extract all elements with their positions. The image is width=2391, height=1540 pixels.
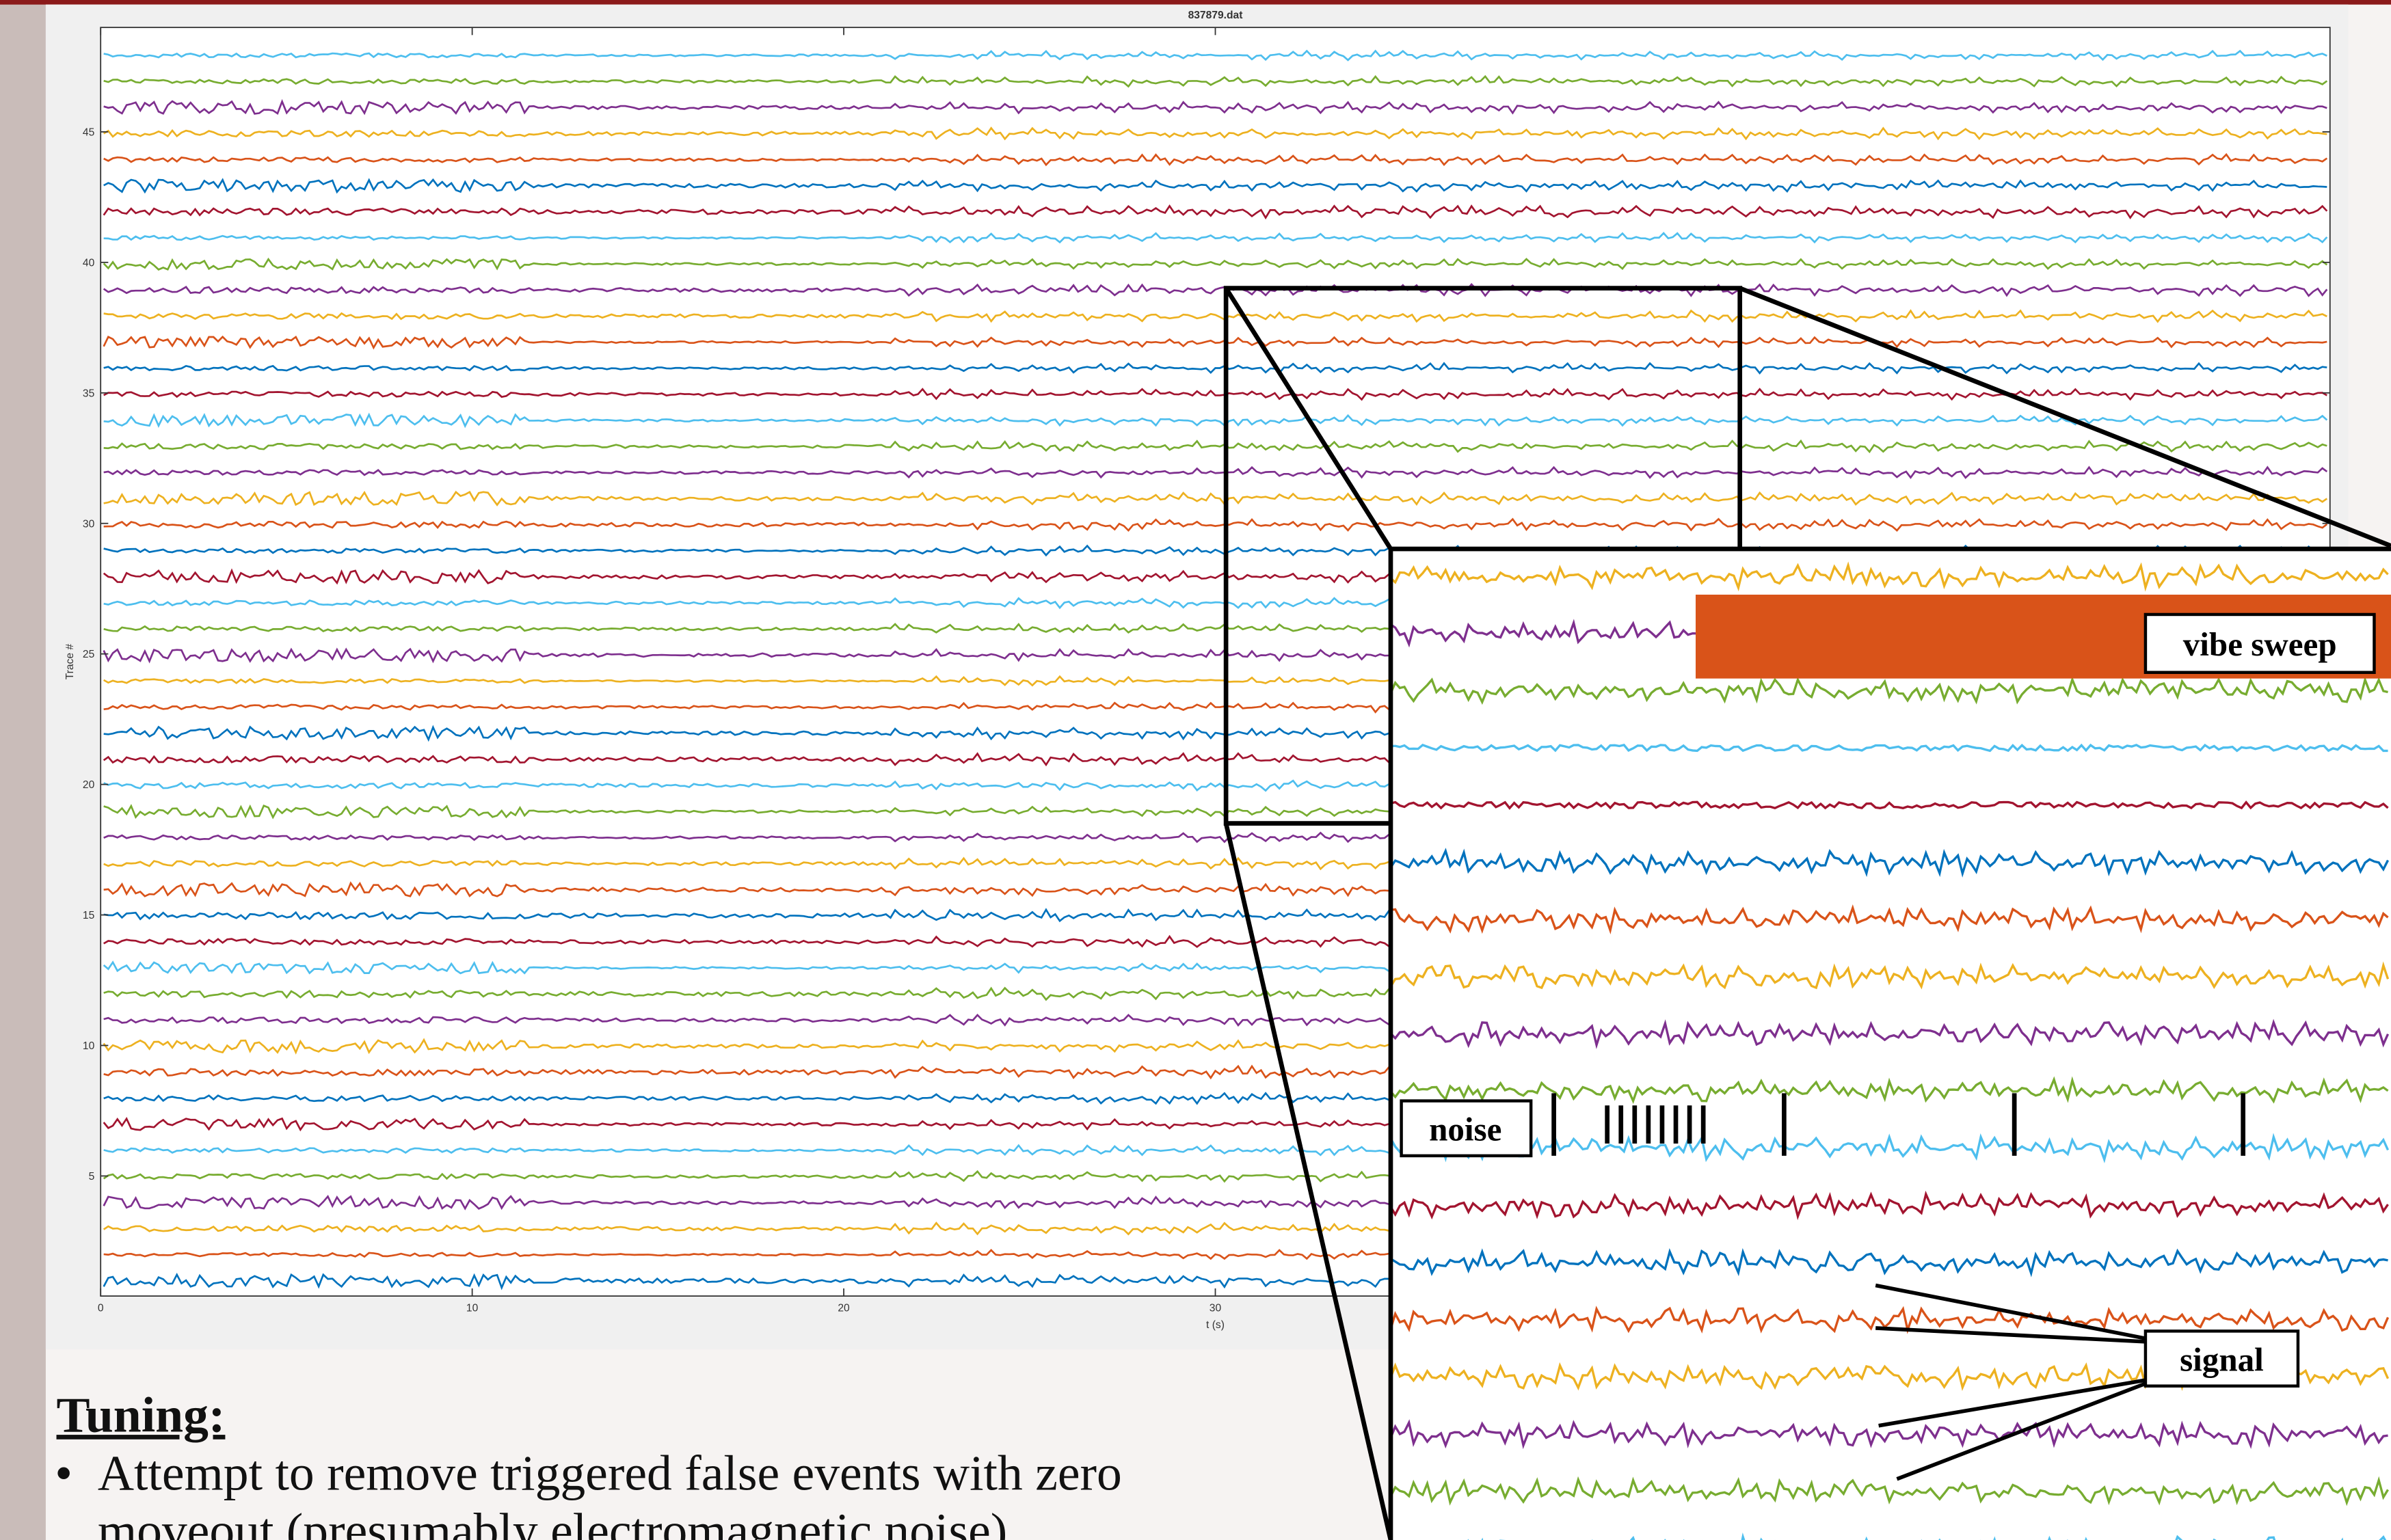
callout-signal: signal <box>2180 1340 2264 1378</box>
figure-title: 837879.dat <box>1188 10 1243 21</box>
text-block: Tuning: • Attempt to remove triggered fa… <box>46 1388 1388 1540</box>
y-tick-label: 35 <box>83 388 95 399</box>
callout-noise: noise <box>1429 1111 1501 1148</box>
inset-background <box>1391 549 2391 1540</box>
y-tick-label: 45 <box>83 126 95 138</box>
y-axis-label: Trace # <box>64 644 76 680</box>
x-tick-label: 10 <box>466 1302 479 1314</box>
side-strip <box>0 0 46 1540</box>
y-tick-label: 30 <box>83 518 95 530</box>
heading: Tuning: <box>57 1388 1388 1446</box>
y-tick-label: 40 <box>83 257 95 269</box>
x-tick-label: 20 <box>838 1302 850 1314</box>
y-tick-label: 20 <box>83 779 95 791</box>
y-tick-label: 25 <box>83 649 95 660</box>
callout-vibe-sweep: vibe sweep <box>2183 625 2337 663</box>
page: {"figure": {"title": "837879.dat", "xlab… <box>0 0 2391 1540</box>
bullet-dot: • <box>46 1446 98 1540</box>
x-tick-label: 30 <box>1210 1302 1222 1314</box>
slide: 837879.dat t (s) Trace # 0 10 20 30 5 10 15 20 2… <box>0 0 2391 1540</box>
zoom-inset <box>1391 549 2391 1540</box>
bullet-text: Attempt to remove triggered false events… <box>98 1446 1235 1540</box>
x-tick-label: 0 <box>98 1302 104 1314</box>
y-tick-label: 5 <box>89 1171 95 1183</box>
text-body: Tuning: • Attempt to remove triggered fa… <box>46 1388 1388 1540</box>
bullet: • Attempt to remove triggered false even… <box>46 1446 1235 1540</box>
top-bar <box>0 0 2391 5</box>
x-axis-label: t (s) <box>1206 1319 1225 1331</box>
y-tick-label: 15 <box>83 910 95 921</box>
y-tick-label: 10 <box>83 1040 95 1052</box>
